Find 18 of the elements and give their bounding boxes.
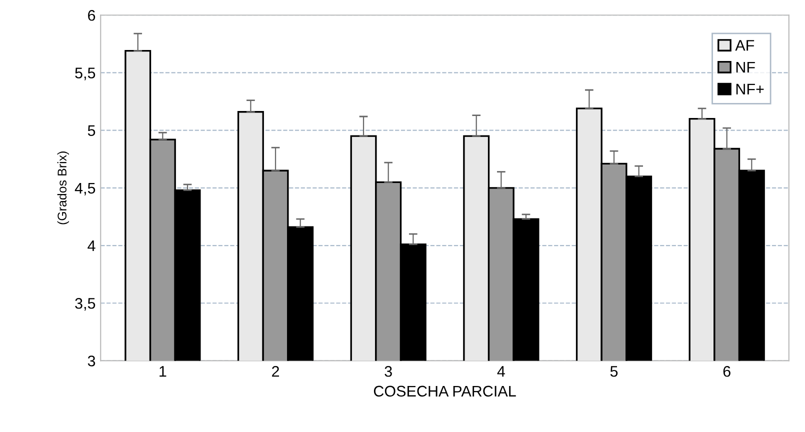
- legend-label: NF: [736, 62, 755, 73]
- x-tick-label: 2: [272, 366, 279, 377]
- x-tick-label: 1: [160, 366, 166, 377]
- y-tick-label: 4,5: [74, 182, 96, 196]
- x-tick-label: 4: [497, 366, 505, 377]
- y-tick-label: 6: [88, 10, 96, 21]
- x-tick-label: 5: [610, 366, 618, 377]
- x-tick-label: 3: [384, 366, 392, 377]
- x-axis-title: COSECHA PARCIAL: [374, 386, 516, 397]
- y-axis-title: (Grados Brix): [57, 152, 69, 224]
- y-tick-label: 5: [88, 125, 96, 136]
- legend-label: AF: [735, 40, 754, 51]
- y-tick-label: 3,5: [75, 298, 96, 311]
- y-tick-label: 3: [88, 356, 96, 366]
- y-tick-label: 5,5: [75, 68, 96, 80]
- x-tick-label: 6: [723, 366, 730, 377]
- y-tick-label: 4: [88, 240, 96, 252]
- legend-label: NF+: [736, 84, 764, 94]
